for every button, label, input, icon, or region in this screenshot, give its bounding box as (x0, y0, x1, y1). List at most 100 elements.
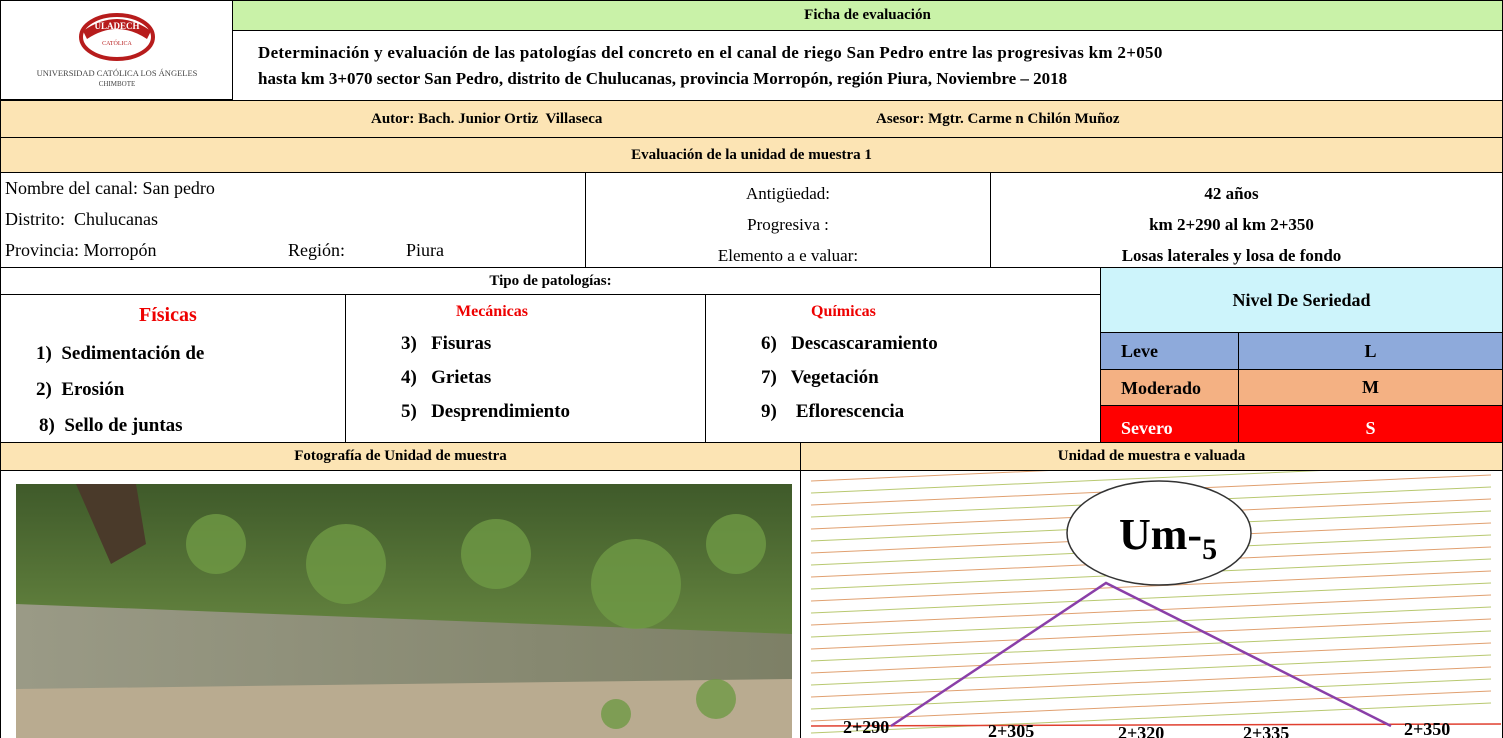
group-item: 9) Eflorescencia (761, 401, 905, 422)
hatch-line (810, 642, 1492, 674)
sample-title-cell: Evaluación de la unidad de muestra 1 (0, 137, 1503, 173)
hatch-line (810, 570, 1492, 602)
severity-name-cell: Severo (1100, 405, 1239, 443)
group-name: Físicas (139, 304, 197, 326)
hatch-line (810, 582, 1492, 614)
info-middle: Antigüedad: Progresiva : Elemento a e va… (585, 172, 991, 268)
info-text: Elemento a e valuar: (717, 246, 859, 265)
logo-band (83, 19, 151, 39)
hatch-line (810, 630, 1492, 662)
photo-trunk (76, 484, 146, 564)
logo: ULADECH CATÓLICA UNIVERSIDAD CATÓLICA LO… (37, 13, 198, 88)
logo-city: CHIMBOTE (99, 80, 136, 88)
sample-title: Evaluación de la unidad de muestra 1 (631, 146, 872, 163)
info-text: Región: (288, 240, 345, 260)
severity-code-cell: L (1238, 332, 1503, 370)
station-label: 2+350 (1404, 719, 1450, 738)
severity-code: L (1364, 340, 1377, 361)
photo-title: Fotografía de Unidad de muestra (294, 448, 507, 464)
info-text: Nombre del canal: San pedro (5, 178, 215, 198)
diagram-triangle (890, 581, 1392, 728)
info-text: Losas laterales y losa de fondo (1121, 246, 1342, 265)
severity-name: Severo (1121, 418, 1173, 438)
severity-name: Leve (1121, 341, 1158, 361)
logo-cell: ULADECH CATÓLICA UNIVERSIDAD CATÓLICA LO… (0, 0, 233, 100)
info-left: Nombre del canal: San pedro Distrito: Ch… (0, 172, 586, 268)
info-middle-list: Antigüedad: Progresiva : Elemento a e va… (586, 173, 990, 267)
severity-code-cell: S (1238, 405, 1503, 443)
info-right: 42 años km 2+290 al km 2+350 Losas later… (990, 172, 1503, 268)
hatch-line (810, 678, 1492, 710)
severity-name-cell: Leve (1100, 332, 1239, 370)
group-cell: Mecánicas 3) Fisuras 4) Grietas 5) Despr… (345, 294, 706, 443)
hatch-line (810, 702, 1492, 734)
station-label: 2+290 (843, 717, 889, 737)
pathologies-title-cell: Tipo de patologías: (0, 267, 1101, 295)
photo-leaves (186, 514, 766, 729)
hatch-line (810, 666, 1492, 698)
hatch-line (810, 471, 1322, 494)
group-name: Químicas (811, 303, 876, 320)
info-text: Piura (406, 240, 444, 260)
diagram-title: Unidad de muestra e valuada (1057, 448, 1246, 464)
info-right-list: 42 años km 2+290 al km 2+350 Losas later… (991, 173, 1502, 267)
form-title: Ficha de evaluación (804, 7, 931, 23)
group-item: 8) Sello de juntas (39, 415, 183, 436)
group-item: 3) Fisuras (401, 333, 492, 354)
photo-ground (16, 679, 792, 738)
group-item: 6) Descascaramiento (761, 333, 938, 354)
logo-sub: CATÓLICA (102, 39, 132, 47)
station-label: 2+320 (1118, 723, 1164, 738)
diagram-label-sub: 5 (1202, 533, 1217, 566)
diagram-stations: 2+290 2+305 2+320 2+335 2+350 (843, 717, 1450, 738)
diagram-label: Um-5 (1119, 510, 1217, 566)
photo (16, 484, 792, 738)
severity-code-cell: M (1238, 369, 1503, 406)
photo-water (16, 604, 792, 699)
advisor: Asesor: Mgtr. Carme n Chilón Muñoz (876, 111, 1120, 127)
group-cell: Químicas 6) Descascaramiento 7) Vegetaci… (705, 294, 1101, 443)
form-title-cell: Ficha de evaluación (232, 0, 1503, 31)
info-text: Antigüedad: (745, 184, 831, 203)
diagram-title-cell: Unidad de muestra e valuada (800, 442, 1503, 471)
hatch-line (810, 618, 1492, 650)
info-text: km 2+290 al km 2+350 (1149, 215, 1314, 234)
diagram-circle (1066, 480, 1252, 586)
group-item: 7) Vegetación (761, 367, 879, 388)
title-line: Determinación y evaluación de las patolo… (258, 43, 1163, 62)
group-name: Mecánicas (456, 303, 528, 320)
station-label: 2+335 (1243, 723, 1289, 738)
group-item: 1) Sedimentación de (36, 343, 205, 364)
diagram-cell: Um-5 2+290 2+305 2+320 2+335 2+350 (800, 470, 1503, 738)
hatch-line (810, 690, 1492, 722)
title-line: hasta km 3+070 sector San Pedro, distrit… (258, 69, 1068, 88)
logo-university: UNIVERSIDAD CATÓLICA LOS ÁNGELES (37, 68, 198, 78)
hatch-line (810, 606, 1492, 638)
photo-title-cell: Fotografía de Unidad de muestra (0, 442, 801, 471)
severity-code: S (1365, 417, 1376, 438)
info-text: Provincia: Morropón (5, 240, 157, 260)
hatch-line (810, 594, 1492, 626)
hatch-line (810, 654, 1492, 686)
diagram: Um-5 2+290 2+305 2+320 2+335 2+350 (810, 471, 1502, 738)
severity-name: Moderado (1121, 378, 1201, 398)
photo-cell (0, 470, 801, 738)
pathologies-title: Tipo de patologías: (489, 272, 612, 289)
severity-title: Nivel De Seriedad (1232, 289, 1371, 310)
group-item: 2) Erosión (36, 379, 125, 400)
severity-code: M (1362, 377, 1379, 397)
title-cell: Determinación y evaluación de las patolo… (232, 30, 1503, 101)
severity-title-cell: Nivel De Seriedad (1100, 267, 1503, 333)
logo-name: ULADECH (94, 21, 139, 31)
info-text: Progresiva : (747, 215, 829, 234)
group-cell: Físicas 1) Sedimentación de 2) Erosión 8… (0, 294, 346, 443)
info-text: 42 años (1204, 184, 1259, 203)
severity-name-cell: Moderado (1100, 369, 1239, 406)
hatch-line (810, 471, 1050, 482)
info-text: Distrito: Chulucanas (5, 209, 158, 229)
group-item: 4) Grietas (401, 367, 492, 388)
group-item: 5) Desprendimiento (401, 401, 571, 422)
station-label: 2+305 (988, 721, 1034, 738)
